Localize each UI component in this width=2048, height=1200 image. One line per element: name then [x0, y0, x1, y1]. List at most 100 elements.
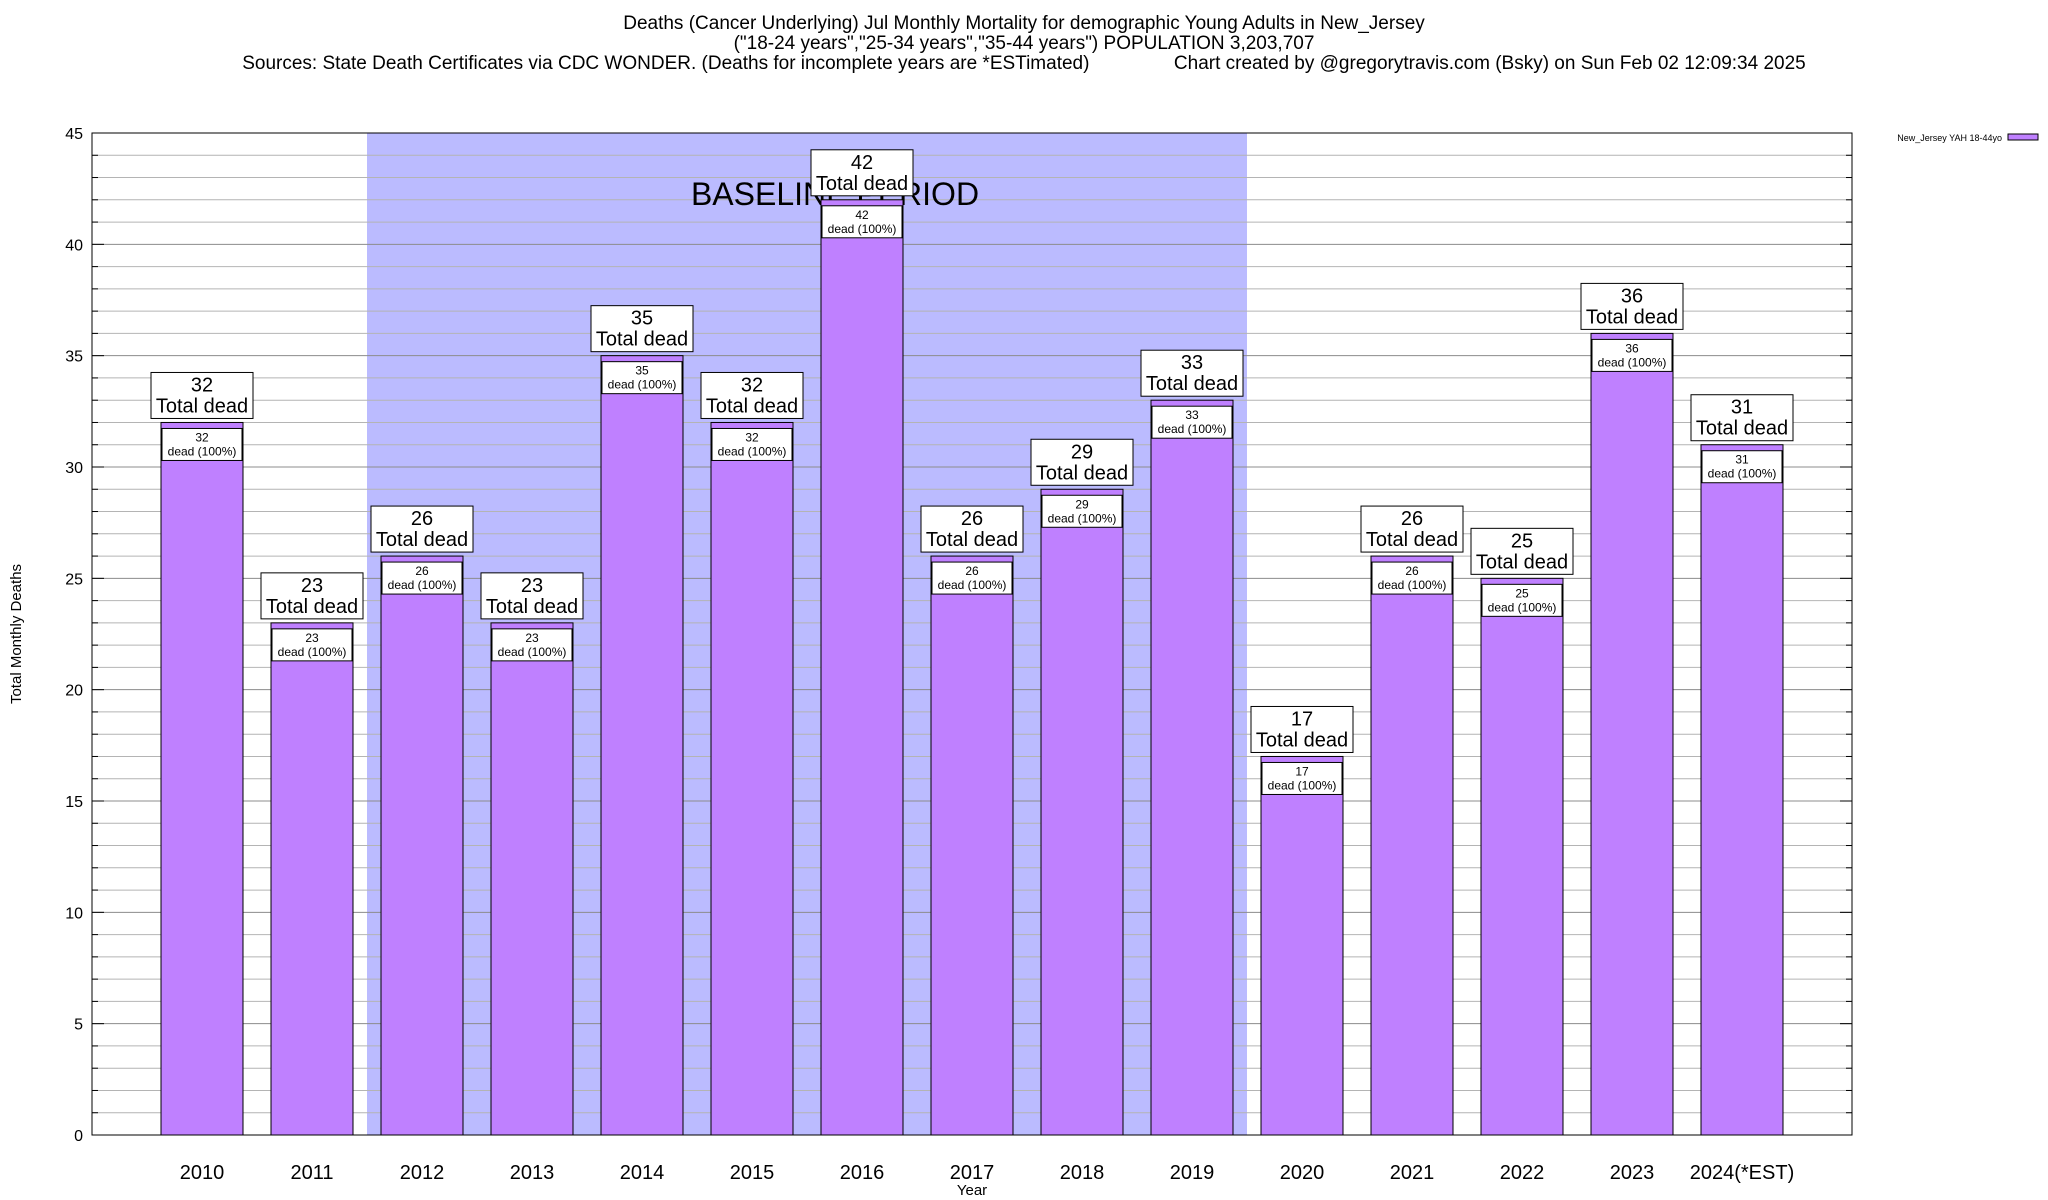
- segment-value-label: 33: [1185, 408, 1199, 422]
- total-value-label: 42: [851, 152, 873, 174]
- segment-value-label: 35: [635, 364, 649, 378]
- total-dead-label: Total dead: [706, 395, 798, 417]
- chart-title: Deaths (Cancer Underlying) Jul Monthly M…: [623, 13, 1425, 34]
- x-tick-label: 2023: [1610, 1162, 1655, 1184]
- total-dead-label: Total dead: [1036, 462, 1128, 484]
- total-value-label: 25: [1511, 530, 1533, 552]
- bar: [270, 622, 354, 1136]
- y-tick-label: 40: [65, 237, 83, 254]
- total-label-box: [150, 371, 254, 419]
- bar: [1040, 488, 1124, 1136]
- credit-text: Chart created by @gregorytravis.com (Bsk…: [1173, 53, 1806, 74]
- x-tick-label: 2015: [730, 1162, 775, 1184]
- chart-subtitle: ("18-24 years","25-34 years","35-44 year…: [733, 33, 1315, 54]
- segment-label-box: [931, 561, 1013, 595]
- segment-value-label: 29: [1075, 497, 1089, 511]
- total-value-label: 33: [1181, 352, 1203, 374]
- segment-label-box: [1151, 405, 1233, 439]
- total-label-box: [700, 371, 804, 419]
- segment-pct-label: dead (100%): [1158, 422, 1227, 436]
- x-tick-label: 2018: [1060, 1162, 1105, 1184]
- total-label-box: [260, 572, 364, 620]
- total-dead-label: Total dead: [596, 329, 688, 351]
- segment-label-box: [1041, 494, 1123, 528]
- x-tick-label: 2012: [400, 1162, 445, 1184]
- total-value-label: 26: [411, 508, 433, 530]
- bar: [490, 622, 574, 1136]
- total-value-label: 26: [1401, 508, 1423, 530]
- total-dead-label: Total dead: [376, 529, 468, 551]
- segment-value-label: 32: [745, 430, 759, 444]
- segment-label-box: [711, 427, 793, 461]
- x-axis-title: Year: [957, 1182, 987, 1199]
- bar: [710, 421, 794, 1136]
- y-tick-label: 5: [74, 1017, 83, 1034]
- segment-pct-label: dead (100%): [608, 378, 677, 392]
- total-dead-label: Total dead: [1586, 306, 1678, 328]
- segment-label-box: [1481, 583, 1563, 617]
- segment-value-label: 42: [855, 208, 869, 222]
- y-axis-title: Total Monthly Deaths: [8, 564, 25, 704]
- y-tick-label: 15: [65, 794, 83, 811]
- total-dead-label: Total dead: [1256, 729, 1348, 751]
- total-label-box: [810, 149, 914, 197]
- segment-label-box: [271, 628, 353, 662]
- segment-label-box: [601, 361, 683, 395]
- segment-value-label: 26: [1405, 564, 1419, 578]
- total-label-box: [1360, 505, 1464, 553]
- x-tick-label: 2022: [1500, 1162, 1545, 1184]
- total-label-box: [370, 505, 474, 553]
- segment-pct-label: dead (100%): [1378, 578, 1447, 592]
- total-label-box: [590, 305, 694, 353]
- segment-value-label: 31: [1735, 453, 1749, 467]
- y-tick-label: 0: [74, 1128, 83, 1145]
- x-tick-label: 2014: [620, 1162, 665, 1184]
- segment-value-label: 26: [965, 564, 979, 578]
- segment-pct-label: dead (100%): [718, 444, 787, 458]
- x-tick-label: 2024(*EST): [1690, 1162, 1795, 1184]
- y-tick-label: 30: [65, 460, 83, 477]
- segment-pct-label: dead (100%): [498, 645, 567, 659]
- segment-value-label: 17: [1295, 764, 1309, 778]
- total-value-label: 26: [961, 508, 983, 530]
- total-label-box: [1140, 349, 1244, 397]
- x-tick-label: 2013: [510, 1162, 555, 1184]
- x-tick-label: 2020: [1280, 1162, 1325, 1184]
- segment-value-label: 32: [195, 430, 209, 444]
- segment-pct-label: dead (100%): [828, 222, 897, 236]
- x-tick-label: 2021: [1390, 1162, 1435, 1184]
- y-tick-label: 45: [65, 126, 83, 143]
- segment-label-box: [1701, 450, 1783, 484]
- segment-value-label: 26: [415, 564, 429, 578]
- y-tick-label: 35: [65, 349, 83, 366]
- total-value-label: 23: [521, 575, 543, 597]
- segment-value-label: 23: [305, 631, 319, 645]
- total-value-label: 17: [1291, 708, 1313, 730]
- total-label-box: [480, 572, 584, 620]
- total-value-label: 36: [1621, 285, 1643, 307]
- x-tick-label: 2019: [1170, 1162, 1215, 1184]
- sources-text: Sources: State Death Certificates via CD…: [242, 53, 1090, 74]
- bar: [600, 355, 684, 1136]
- segment-pct-label: dead (100%): [168, 444, 237, 458]
- segment-label-box: [821, 205, 903, 239]
- total-dead-label: Total dead: [816, 173, 908, 195]
- segment-pct-label: dead (100%): [1488, 600, 1557, 614]
- total-value-label: 23: [301, 575, 323, 597]
- segment-value-label: 23: [525, 631, 539, 645]
- total-label-box: [920, 505, 1024, 553]
- bar: [1480, 577, 1564, 1136]
- bar: [930, 555, 1014, 1136]
- total-label-box: [1030, 438, 1134, 486]
- segment-pct-label: dead (100%): [1708, 467, 1777, 481]
- legend-swatch: [2007, 133, 2039, 141]
- total-label-box: [1250, 705, 1354, 753]
- legend-label: New_Jersey YAH 18-44yo: [1897, 133, 2002, 143]
- segment-pct-label: dead (100%): [1048, 511, 1117, 525]
- total-value-label: 29: [1071, 441, 1093, 463]
- segment-label-box: [1591, 338, 1673, 372]
- segment-pct-label: dead (100%): [938, 578, 1007, 592]
- x-tick-label: 2016: [840, 1162, 885, 1184]
- segment-pct-label: dead (100%): [1268, 778, 1337, 792]
